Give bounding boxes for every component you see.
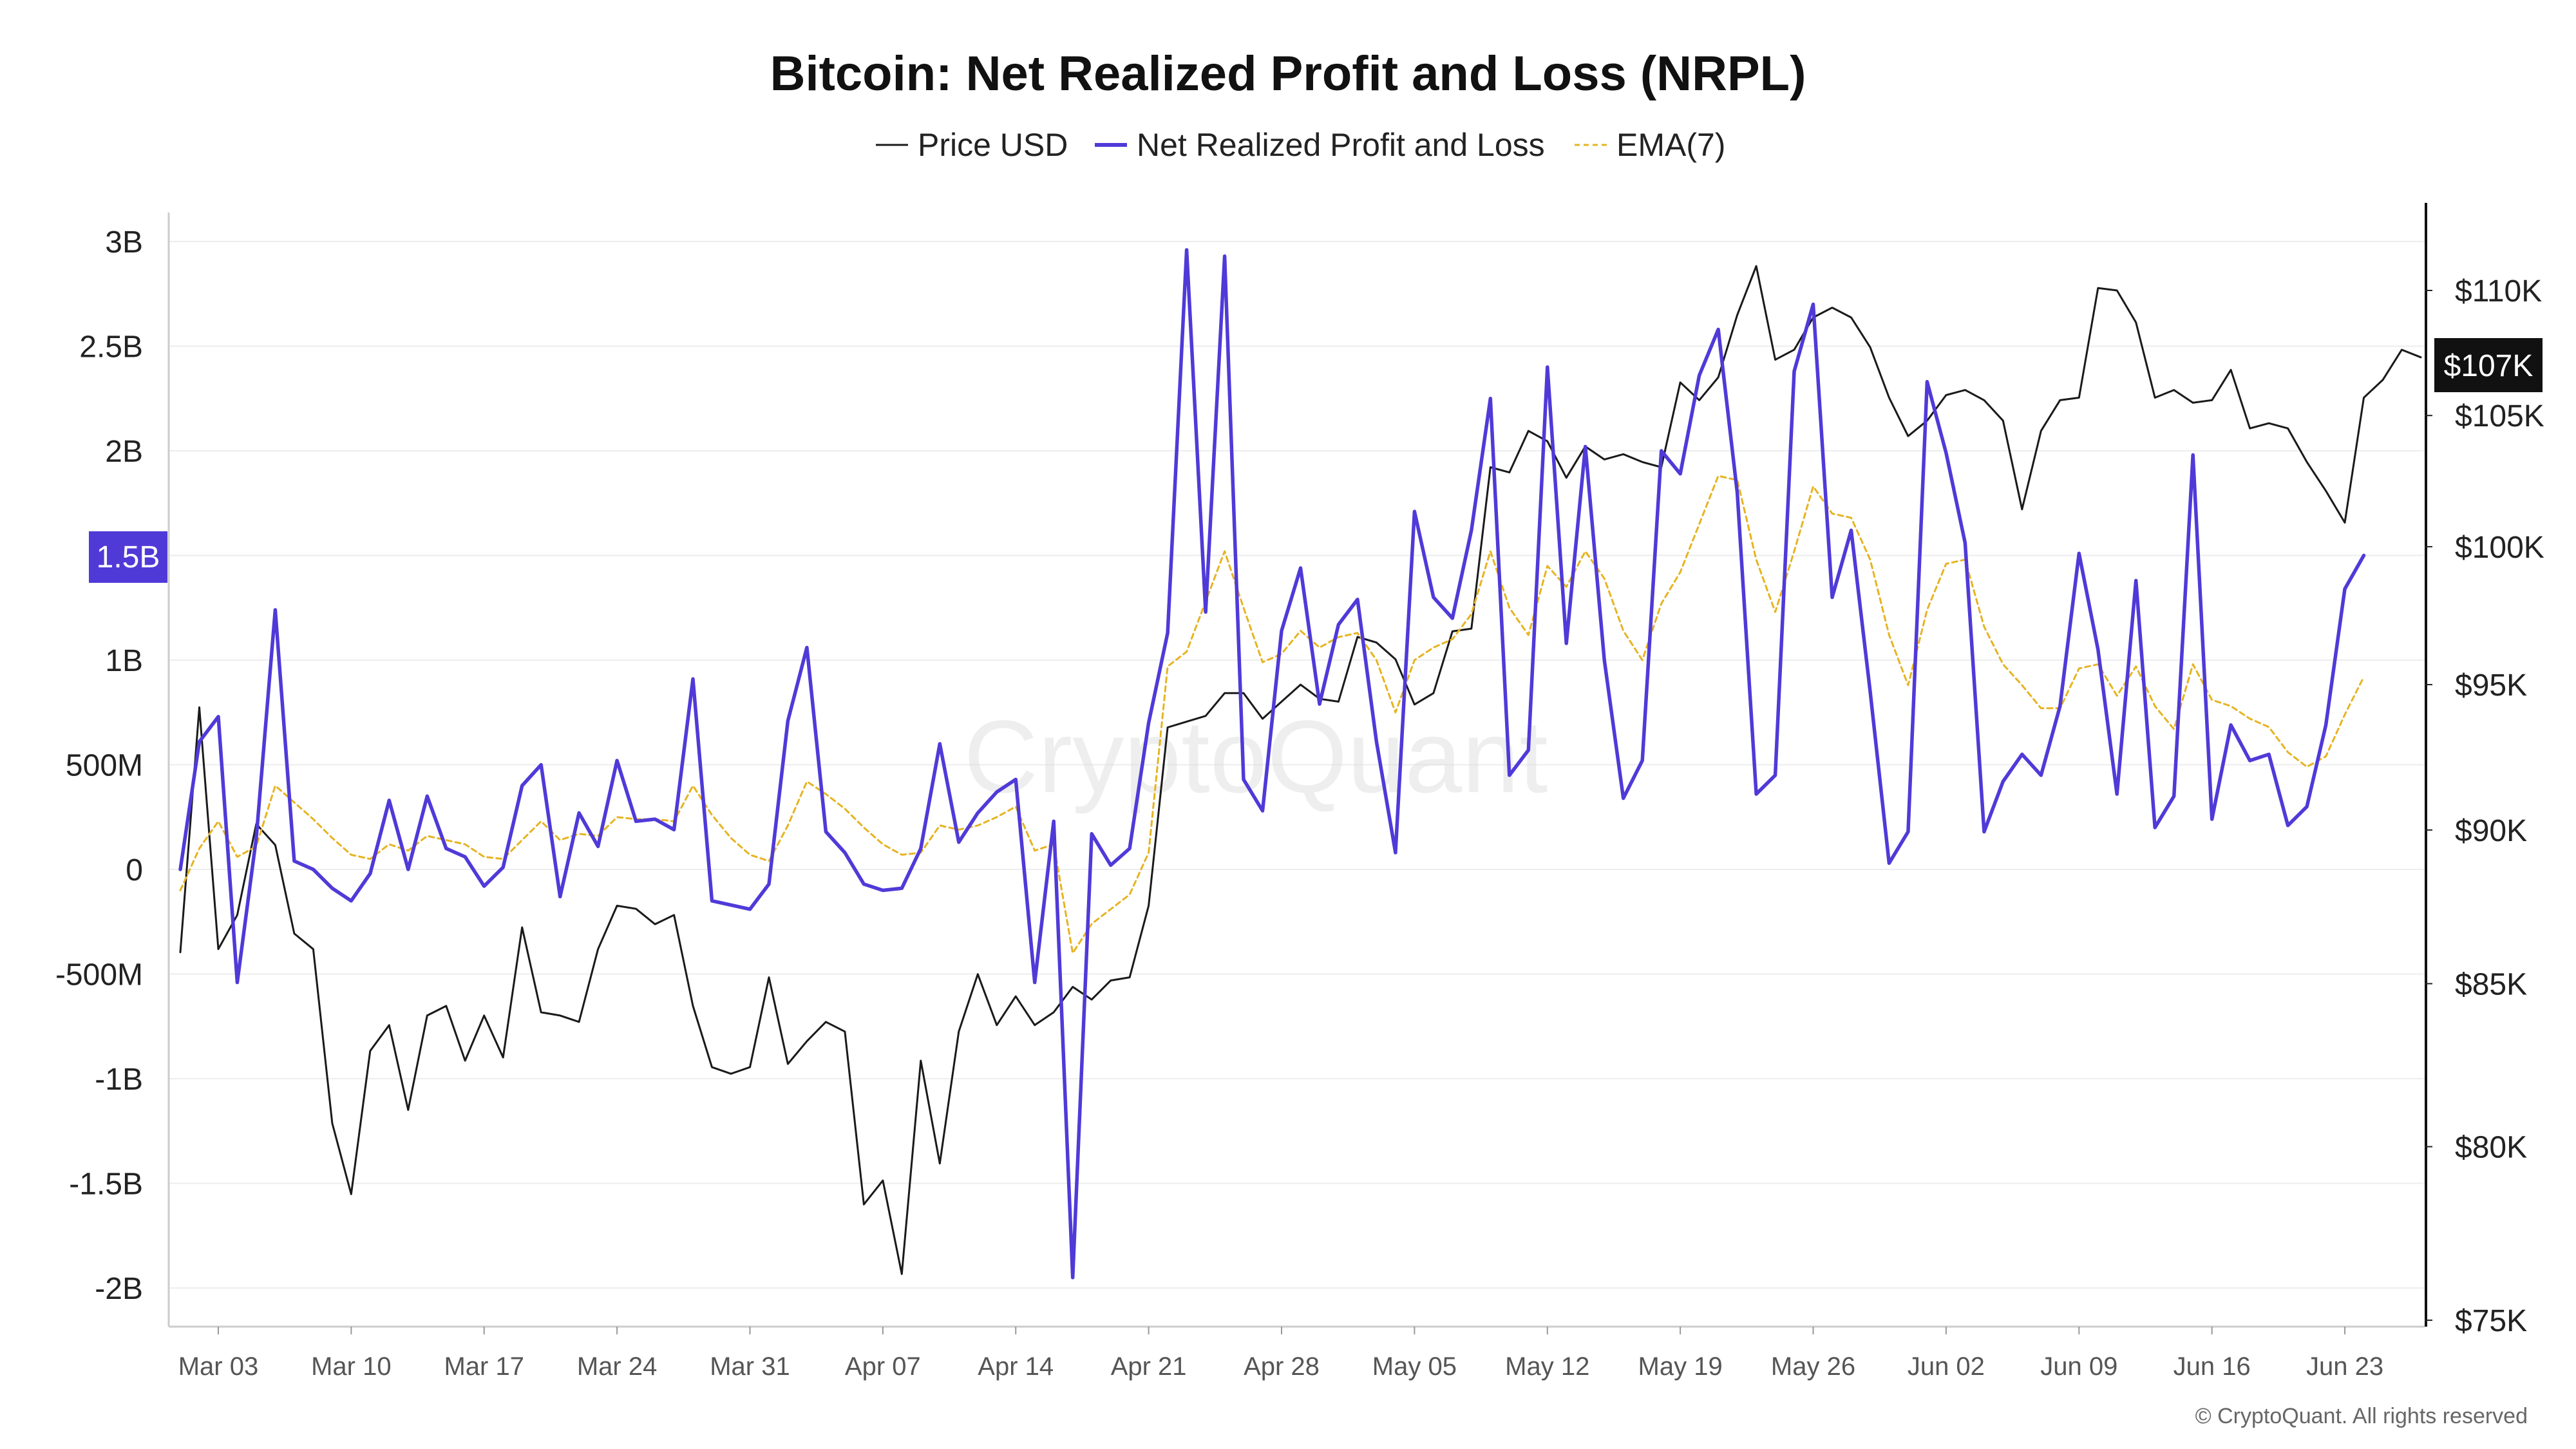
x-tick-label: May 19	[1638, 1352, 1723, 1381]
left-badge-label: 1.5B	[97, 540, 160, 574]
series	[178, 248, 2422, 1280]
x-tick-label: Mar 03	[178, 1352, 259, 1381]
left-tick-label: 2.5B	[79, 330, 143, 365]
ema7-line	[179, 475, 2365, 954]
chart-title: Bitcoin: Net Realized Profit and Loss (N…	[770, 46, 1806, 101]
x-tick-label: Apr 21	[1111, 1352, 1187, 1381]
nrpl-line	[178, 248, 2366, 1280]
x-tick-label: May 05	[1372, 1352, 1457, 1381]
price-usd-line	[179, 265, 2422, 1275]
left-tick-label: 1B	[105, 644, 143, 678]
legend-item-nrpl[interactable]: Net Realized Profit and Loss	[1095, 127, 1545, 163]
left-tick-label: -1B	[95, 1063, 143, 1097]
x-tick-label: Jun 02	[1908, 1352, 1985, 1381]
right-tick-label: $75K	[2455, 1304, 2527, 1338]
left-tick-label: -500M	[55, 958, 143, 992]
left-tick-label: 0	[126, 853, 143, 887]
legend-label-nrpl: Net Realized Profit and Loss	[1137, 127, 1545, 163]
legend-label-ema: EMA(7)	[1616, 127, 1725, 163]
right-tick-label: $110K	[2455, 274, 2542, 308]
x-tick-label: May 26	[1771, 1352, 1855, 1381]
legend-item-price[interactable]: Price USD	[876, 127, 1068, 163]
grid-lines	[169, 241, 2425, 1289]
legend[interactable]: Price USD Net Realized Profit and Loss E…	[876, 127, 1725, 163]
left-tick-label: -1.5B	[69, 1168, 143, 1202]
copyright-text: © CryptoQuant. All rights reserved	[2195, 1404, 2528, 1428]
axes	[167, 203, 2427, 1328]
right-badge-bg	[2434, 338, 2543, 392]
left-tick-label: 500M	[66, 749, 143, 783]
x-tick-label: Apr 07	[845, 1352, 921, 1381]
right-tick-label: $85K	[2455, 967, 2527, 1001]
x-tick-label: Jun 09	[2040, 1352, 2117, 1381]
x-tick-label: Apr 28	[1244, 1352, 1320, 1381]
x-tick-label: May 12	[1505, 1352, 1589, 1381]
x-tick-label: Apr 14	[978, 1352, 1054, 1381]
left-tick-label: 2B	[105, 435, 143, 469]
right-badge-label: $107K	[2444, 349, 2533, 383]
right-tick-label: $105K	[2455, 399, 2544, 433]
x-axis-ticks: Mar 03 Mar 10 Mar 17 Mar 24 Mar 31 Apr 07 Apr …	[178, 1327, 2383, 1381]
x-tick-label: Jun 16	[2174, 1352, 2251, 1381]
right-axis-badge: $107K	[2434, 338, 2543, 392]
x-tick-label: Mar 10	[311, 1352, 392, 1381]
left-badge-bg	[89, 531, 167, 583]
right-axis-ticks: $110K $105K $100K $95K $90K $85K $80K $75K	[2425, 274, 2544, 1338]
x-tick-label: Jun 23	[2306, 1352, 2383, 1381]
x-tick-label: Mar 24	[577, 1352, 658, 1381]
left-tick-label: -2B	[95, 1272, 143, 1306]
left-axis-badge: 1.5B	[89, 531, 167, 583]
left-tick-label: 3B	[105, 225, 143, 260]
watermark: CryptoQuant	[963, 699, 1548, 814]
right-tick-label: $80K	[2455, 1131, 2527, 1165]
legend-label-price: Price USD	[918, 127, 1068, 163]
right-tick-label: $90K	[2455, 814, 2527, 848]
x-tick-label: Mar 17	[444, 1352, 524, 1381]
x-tick-label: Mar 31	[710, 1352, 790, 1381]
right-tick-label: $95K	[2455, 668, 2527, 703]
legend-item-ema[interactable]: EMA(7)	[1575, 127, 1725, 163]
left-axis-ticks: 3B 2.5B 2B 1B 500M 0 -500M -1B -1.5B -2B	[55, 225, 143, 1306]
right-tick-label: $100K	[2455, 531, 2544, 565]
